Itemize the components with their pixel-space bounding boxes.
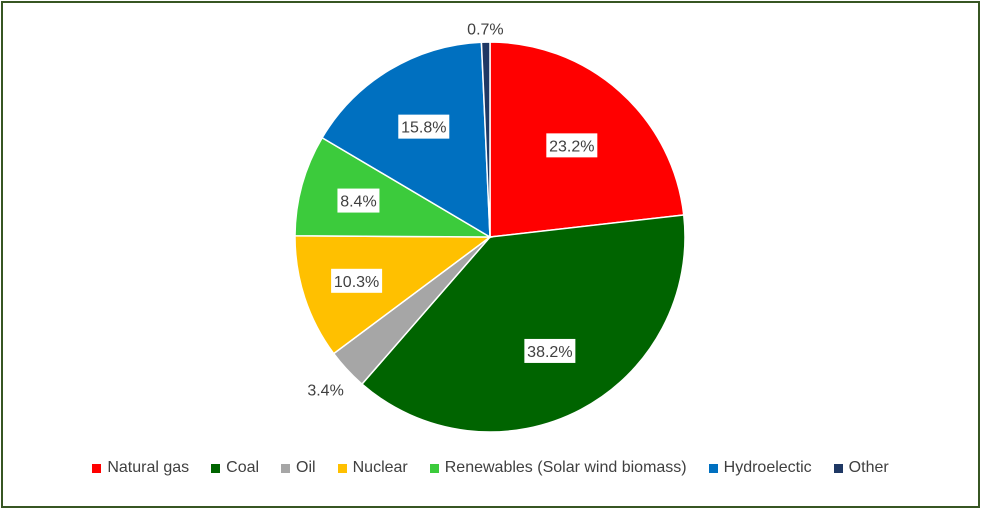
legend-item: Renewables (Solar wind biomass) (429, 459, 687, 477)
data-label-box (337, 188, 380, 213)
legend-label: Other (848, 459, 889, 476)
legend-item: Natural gas (92, 459, 189, 477)
data-label: 10.3% (331, 268, 383, 293)
legend-swatch (281, 463, 291, 473)
data-label-box (398, 114, 450, 139)
legend-swatch (211, 463, 221, 473)
legend-label: Renewables (Solar wind biomass) (444, 459, 687, 476)
legend-swatch (92, 463, 102, 473)
legend-item: Oil (281, 459, 316, 477)
chart-legend: Natural gas Coal Oil Nuclear Renewables (Sol… (0, 456, 981, 480)
legend-swatch (708, 463, 718, 473)
pie-slice-nuclear (294, 235, 493, 355)
data-label-text: 10.3% (334, 274, 379, 291)
data-label: 8.4% (337, 188, 380, 213)
data-label-text: 8.4% (340, 194, 376, 211)
legend-swatch (833, 463, 843, 473)
data-label-box (546, 133, 598, 158)
legend-label: Nuclear (352, 459, 408, 476)
data-label-text: 23.2% (549, 138, 594, 155)
data-label: 23.2% (546, 133, 598, 158)
data-label: 15.8% (398, 114, 450, 139)
pie-slice-coal (360, 214, 686, 433)
pie-slice-other (480, 41, 491, 238)
data-label-box (331, 268, 383, 293)
legend-item: Hydroelectic (708, 459, 812, 477)
pie-slice-hydroelectic (321, 41, 491, 239)
data-label-text: 3.4% (307, 382, 343, 399)
data-label: 3.4% (307, 382, 343, 399)
legend-item: Nuclear (337, 459, 408, 477)
data-label-text: 15.8% (401, 120, 446, 137)
legend-item: Coal (211, 459, 259, 477)
data-label: 0.7% (467, 21, 503, 38)
legend-swatch (337, 463, 347, 473)
data-label: 38.2% (524, 338, 576, 363)
legend-swatch (429, 463, 439, 473)
legend-label: Hydroelectic (723, 459, 812, 476)
data-label-text: 0.7% (467, 21, 503, 38)
legend-label: Coal (226, 459, 260, 476)
legend-item: Other (833, 459, 889, 477)
legend-label: Natural gas (107, 459, 190, 476)
legend-label: Oil (296, 459, 316, 476)
data-label-box (524, 338, 576, 363)
data-label-text: 38.2% (527, 344, 572, 361)
